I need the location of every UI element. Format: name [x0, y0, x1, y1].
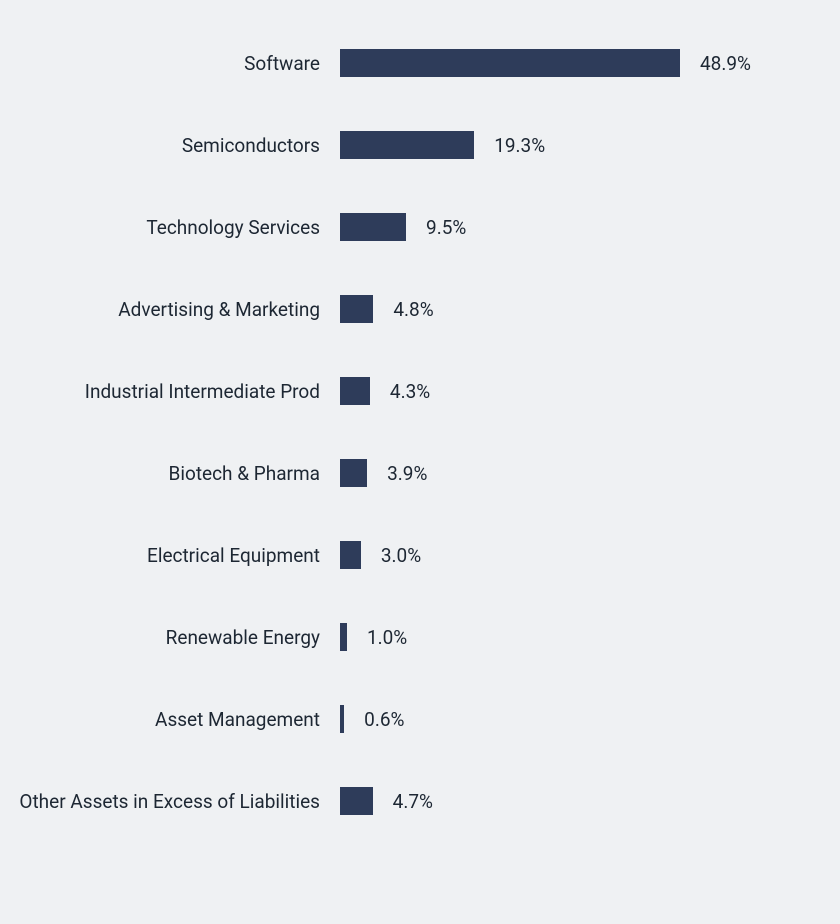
value-label: 4.7%: [393, 790, 433, 813]
bar: [340, 377, 370, 405]
chart-row: Renewable Energy 1.0%: [0, 596, 840, 678]
chart-row: Technology Services 9.5%: [0, 186, 840, 268]
value-label: 4.8%: [393, 298, 433, 321]
value-label: 0.6%: [364, 708, 404, 731]
chart-row: Other Assets in Excess of Liabilities 4.7…: [0, 760, 840, 842]
bar-track: 4.8%: [340, 295, 840, 323]
bar: [340, 459, 367, 487]
sector-allocation-chart: Software 48.9% Semiconductors 19.3% Technolo…: [0, 0, 840, 924]
bar-track: 4.7%: [340, 787, 840, 815]
bar-track: 48.9%: [340, 49, 840, 77]
category-label: Technology Services: [0, 216, 340, 239]
value-label: 9.5%: [426, 216, 466, 239]
category-label: Industrial Intermediate Prod: [0, 380, 340, 403]
category-label: Semiconductors: [0, 134, 340, 157]
bar-track: 3.9%: [340, 459, 840, 487]
bar-track: 3.0%: [340, 541, 840, 569]
bar: [340, 295, 373, 323]
bar-track: 0.6%: [340, 705, 840, 733]
value-label: 1.0%: [367, 626, 407, 649]
chart-row: Software 48.9%: [0, 22, 840, 104]
bar-track: 9.5%: [340, 213, 840, 241]
value-label: 3.9%: [387, 462, 427, 485]
category-label: Advertising & Marketing: [0, 298, 340, 321]
category-label: Software: [0, 52, 340, 75]
category-label: Other Assets in Excess of Liabilities: [0, 790, 340, 813]
bar-track: 1.0%: [340, 623, 840, 651]
value-label: 19.3%: [494, 134, 545, 157]
value-label: 4.3%: [390, 380, 430, 403]
bar: [340, 705, 344, 733]
chart-row: Semiconductors 19.3%: [0, 104, 840, 186]
bar: [340, 49, 680, 77]
chart-row: Advertising & Marketing 4.8%: [0, 268, 840, 350]
category-label: Asset Management: [0, 708, 340, 731]
bar: [340, 131, 474, 159]
bar: [340, 623, 347, 651]
category-label: Biotech & Pharma: [0, 462, 340, 485]
chart-row: Electrical Equipment 3.0%: [0, 514, 840, 596]
chart-row: Biotech & Pharma 3.9%: [0, 432, 840, 514]
bar: [340, 787, 373, 815]
category-label: Renewable Energy: [0, 626, 340, 649]
bar: [340, 541, 361, 569]
bar-track: 4.3%: [340, 377, 840, 405]
chart-row: Industrial Intermediate Prod 4.3%: [0, 350, 840, 432]
category-label: Electrical Equipment: [0, 544, 340, 567]
value-label: 48.9%: [700, 52, 751, 75]
value-label: 3.0%: [381, 544, 421, 567]
bar: [340, 213, 406, 241]
chart-row: Asset Management 0.6%: [0, 678, 840, 760]
bar-track: 19.3%: [340, 131, 840, 159]
